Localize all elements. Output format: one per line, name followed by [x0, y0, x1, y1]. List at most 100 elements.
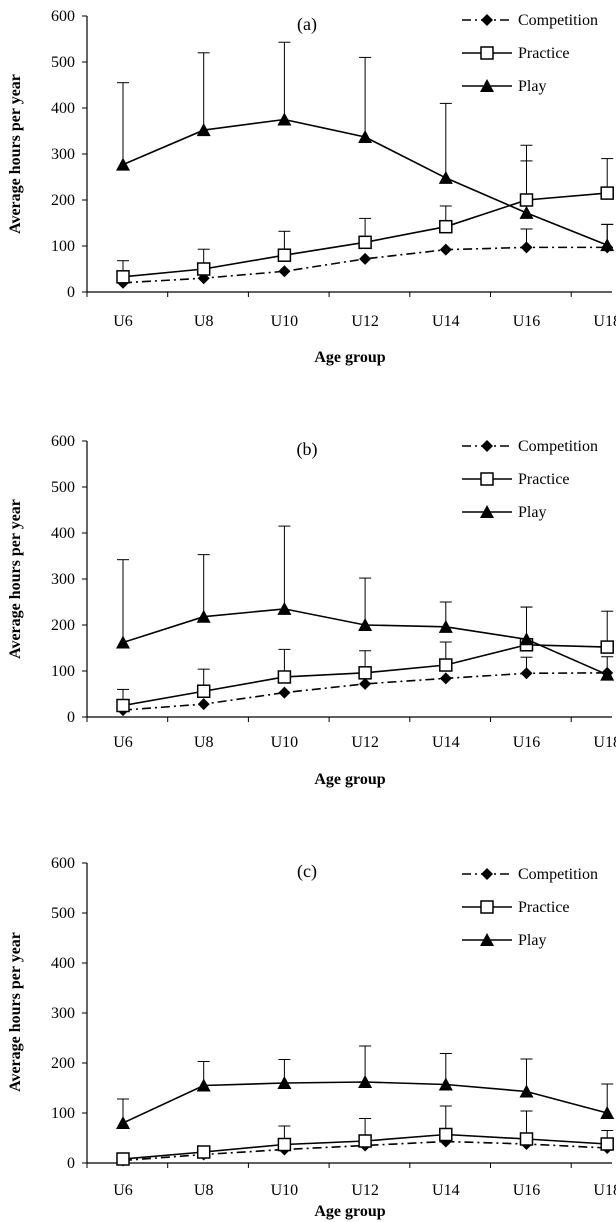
- series-practice-point: [519, 193, 534, 207]
- series-play-point: [358, 1075, 373, 1088]
- x-tick-label: U12: [351, 313, 379, 330]
- x-tick-label: U12: [351, 734, 379, 751]
- x-tick-label: U12: [351, 1182, 379, 1199]
- x-axis-label: Age group: [314, 1203, 385, 1220]
- y-tick-label: 300: [51, 571, 75, 588]
- series-play-point: [438, 619, 453, 633]
- y-tick-label: 0: [67, 1155, 75, 1172]
- x-tick-label: U14: [432, 1182, 460, 1199]
- y-tick-label: 200: [51, 1055, 75, 1072]
- legend-label: Competition: [518, 438, 598, 455]
- chart-panel-b: 0 100 200 300 400 500 600 U6 U8 U10 U12 U14 U16 U18 Ag…: [7, 433, 616, 788]
- series-competition-point: [439, 243, 452, 256]
- legend-label: Competition: [518, 12, 598, 29]
- series-practice-point: [116, 1152, 130, 1166]
- legend-label: Play: [518, 78, 546, 95]
- y-tick-label: 500: [51, 54, 75, 71]
- legend-marker: [480, 505, 494, 518]
- y-tick-label: 400: [51, 525, 75, 542]
- legend-marker: [481, 440, 493, 452]
- series-play-point: [519, 632, 534, 646]
- y-axis-label: Average hours per year: [7, 932, 24, 1092]
- series-competition-line: [122, 246, 608, 284]
- x-tick-label: U16: [513, 1182, 541, 1199]
- x-tick-label: U6: [113, 313, 133, 330]
- series-play-point: [600, 1106, 615, 1119]
- series-play-point: [519, 1084, 534, 1098]
- legend-marker: [481, 14, 493, 26]
- y-tick-label: 600: [51, 855, 75, 872]
- series-play-point: [277, 1076, 292, 1089]
- panel-label: (b): [297, 439, 318, 460]
- series-practice-point: [277, 248, 292, 262]
- series-practice-point: [439, 1127, 453, 1142]
- series-competition-point: [359, 677, 372, 690]
- legend-label: Play: [518, 504, 546, 521]
- legend-label: Play: [518, 932, 546, 949]
- y-tick-label: 100: [51, 663, 75, 680]
- x-tick-label: U14: [432, 313, 460, 330]
- legend-marker: [480, 46, 494, 60]
- legend-marker: [480, 933, 494, 946]
- legend-label: Practice: [518, 45, 570, 62]
- y-tick-label: 100: [51, 1105, 75, 1122]
- y-tick-label: 500: [51, 905, 75, 922]
- x-tick-label: U18: [593, 1182, 616, 1199]
- legend-marker: [480, 79, 494, 92]
- series-play-point: [196, 123, 211, 137]
- legend-label: Competition: [518, 866, 598, 883]
- x-tick-label: U8: [194, 734, 214, 751]
- series-play-point: [438, 170, 453, 184]
- series-competition-point: [439, 672, 452, 685]
- legend-label: Practice: [518, 899, 570, 916]
- series-play-point: [196, 609, 211, 623]
- x-tick-label: U8: [194, 313, 214, 330]
- series-practice-point: [196, 684, 211, 698]
- y-tick-label: 0: [67, 709, 75, 726]
- series-play-point: [116, 1116, 130, 1129]
- series-practice-point: [196, 262, 211, 276]
- x-tick-label: U18: [593, 313, 616, 330]
- series-practice-point: [358, 1134, 372, 1148]
- series-competition-point: [359, 252, 372, 265]
- x-tick-label: U10: [271, 313, 299, 330]
- y-tick-label: 100: [51, 238, 75, 255]
- y-tick-label: 200: [51, 617, 75, 634]
- series-play-point: [277, 112, 292, 126]
- series-practice-point: [277, 1137, 292, 1152]
- y-axis-label: Average hours per year: [7, 74, 24, 234]
- y-tick-label: 0: [67, 284, 75, 301]
- x-tick-label: U14: [432, 734, 460, 751]
- x-tick-label: U8: [194, 1182, 214, 1199]
- x-tick-label: U6: [113, 734, 133, 751]
- series-practice-point: [600, 640, 614, 654]
- y-tick-label: 300: [51, 146, 75, 163]
- series-play-line: [122, 1081, 608, 1124]
- y-tick-label: 600: [51, 433, 75, 450]
- panel-label: (a): [297, 14, 317, 35]
- series-practice-point: [358, 666, 372, 680]
- x-tick-label: U10: [271, 1182, 299, 1199]
- series-competition-point: [278, 265, 291, 278]
- series-competition-point: [278, 686, 291, 699]
- x-tick-label: U18: [593, 734, 616, 751]
- series-play-point: [438, 1077, 453, 1091]
- chart-panel-a: 0 100 200 300 400 500 600 U6 U8 U10 U12 U14 U16 U18 Ag…: [7, 8, 616, 366]
- series-play-point: [116, 635, 130, 649]
- y-tick-label: 400: [51, 100, 75, 117]
- series-practice-point: [196, 1145, 211, 1159]
- series-practice-point: [277, 670, 292, 684]
- series-practice-point: [600, 186, 614, 200]
- y-tick-label: 600: [51, 8, 75, 25]
- series-practice-point: [116, 270, 130, 284]
- series-practice-point: [439, 658, 453, 672]
- series-play-point: [196, 1078, 211, 1092]
- x-tick-label: U10: [271, 734, 299, 751]
- series-competition-point: [520, 667, 533, 680]
- series-practice-point: [519, 1132, 534, 1146]
- y-tick-label: 500: [51, 479, 75, 496]
- y-tick-label: 400: [51, 955, 75, 972]
- series-play-point: [277, 601, 292, 615]
- panel-label: (c): [297, 861, 317, 882]
